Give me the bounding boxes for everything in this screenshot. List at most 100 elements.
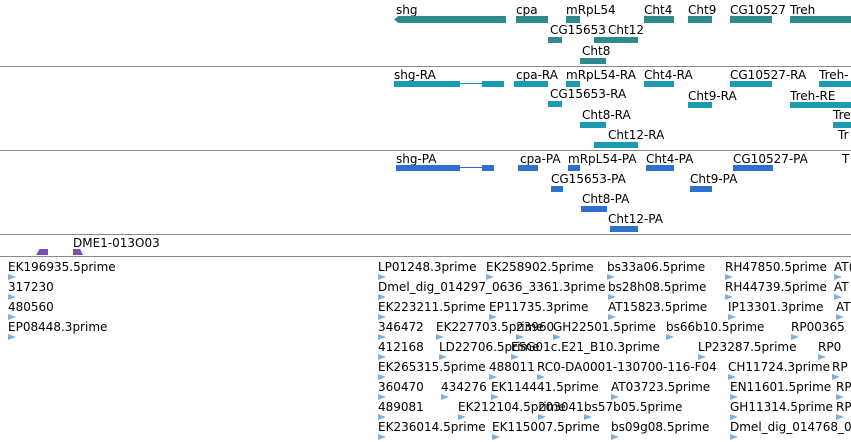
est-marker-icon[interactable] (489, 314, 497, 320)
est-label[interactable]: EK227703.5prime (436, 320, 544, 334)
est-label[interactable]: LP23287.5prime (698, 340, 797, 354)
est-marker-icon[interactable] (698, 354, 706, 360)
gene-label[interactable]: Cht12 (608, 23, 644, 37)
gene-feature[interactable] (566, 16, 580, 23)
transcript-label[interactable]: Tre (833, 108, 851, 122)
est-marker-icon[interactable] (378, 274, 386, 280)
gene-feature[interactable] (594, 37, 638, 43)
transcript-label[interactable]: shg-RA (394, 68, 436, 82)
est-label[interactable]: 412168 (378, 340, 424, 354)
est-marker-icon[interactable] (832, 374, 840, 380)
est-label[interactable]: ESG01c.E21_B10.3prime (511, 340, 660, 354)
gene-label[interactable]: cpa (516, 3, 538, 17)
est-marker-icon[interactable] (378, 414, 386, 420)
est-marker-icon[interactable] (836, 314, 844, 320)
transcript-feature[interactable] (730, 81, 772, 87)
est-marker-icon[interactable] (378, 294, 386, 300)
gene-label[interactable]: CG10527 (730, 3, 786, 17)
transcript-label[interactable]: Cht12-RA (608, 128, 665, 142)
gene-label[interactable]: Cht9 (688, 3, 717, 17)
transcript-feature[interactable] (482, 81, 504, 87)
probe-feature[interactable] (73, 249, 83, 255)
transcript-feature[interactable] (688, 102, 712, 108)
est-label[interactable]: EK258902.5prime (486, 260, 594, 274)
est-label[interactable]: EN11601.5prime (730, 380, 832, 394)
est-label[interactable]: bs57b05.5prime (584, 400, 683, 414)
protein-feature[interactable] (733, 165, 773, 171)
est-label[interactable]: RH47850.5prime (725, 260, 827, 274)
est-label[interactable]: 360470 (378, 380, 424, 394)
est-label[interactable]: RP (836, 380, 851, 394)
est-label[interactable]: EK115007.5prime (492, 420, 600, 434)
protein-label[interactable]: Cht9-PA (690, 172, 738, 186)
est-label[interactable]: EK196935.5prime (8, 260, 116, 274)
est-label[interactable]: Dmel_dig_014297_0636_3361.3prime (378, 280, 606, 294)
est-marker-icon[interactable] (728, 374, 736, 380)
est-label[interactable]: 480560 (8, 300, 54, 314)
est-marker-icon[interactable] (818, 354, 826, 360)
transcript-feature[interactable] (580, 122, 606, 128)
probe-label[interactable]: DME1-013O03 (73, 236, 160, 250)
transcript-feature[interactable] (790, 102, 851, 108)
est-label[interactable]: GH11314.5prime (730, 400, 833, 414)
est-label[interactable]: 203041 (538, 400, 584, 414)
protein-label[interactable]: CG10527-PA (733, 152, 808, 166)
transcript-feature[interactable] (514, 81, 548, 87)
est-marker-icon[interactable] (725, 274, 733, 280)
est-marker-icon[interactable] (608, 314, 616, 320)
gene-label[interactable]: shg (396, 3, 418, 17)
transcript-feature[interactable] (833, 122, 851, 128)
gene-feature[interactable] (516, 16, 548, 23)
transcript-feature[interactable] (644, 81, 674, 87)
protein-feature[interactable] (518, 165, 538, 171)
est-label[interactable]: Dmel_dig_014768_0 (730, 420, 851, 434)
est-label[interactable]: EK114441.5prime (491, 380, 599, 394)
est-marker-icon[interactable] (8, 294, 16, 300)
probe-feature[interactable] (36, 249, 48, 255)
transcript-label[interactable]: Cht9-RA (688, 89, 737, 103)
est-marker-icon[interactable] (730, 414, 738, 420)
est-marker-icon[interactable] (491, 394, 499, 400)
protein-feature[interactable] (646, 165, 674, 171)
transcript-label[interactable]: mRpL54-RA (566, 68, 636, 82)
est-label[interactable]: AT15823.5prime (608, 300, 708, 314)
est-marker-icon[interactable] (489, 374, 497, 380)
est-marker-icon[interactable] (378, 354, 386, 360)
est-marker-icon[interactable] (538, 414, 546, 420)
est-marker-icon[interactable] (611, 434, 619, 440)
transcript-label[interactable]: Cht4-RA (644, 68, 693, 82)
gene-feature[interactable] (644, 16, 674, 23)
est-marker-icon[interactable] (607, 274, 615, 280)
est-marker-icon[interactable] (441, 394, 449, 400)
est-label[interactable]: LD22706.5prime (439, 340, 540, 354)
transcript-label[interactable]: Treh-RE (790, 89, 836, 103)
est-marker-icon[interactable] (516, 334, 524, 340)
est-marker-icon[interactable] (537, 374, 545, 380)
est-label[interactable]: RP0 (818, 340, 842, 354)
est-label[interactable]: AT03723.5prime (611, 380, 711, 394)
est-label[interactable]: 434276 (441, 380, 487, 394)
protein-feature[interactable] (690, 186, 712, 192)
est-label[interactable]: 23960 (516, 320, 555, 334)
est-marker-icon[interactable] (836, 394, 844, 400)
protein-feature[interactable] (610, 226, 638, 232)
est-label[interactable]: AT (834, 280, 849, 294)
transcript-label[interactable]: Treh- (819, 68, 849, 82)
est-label[interactable]: bs33a06.5prime (607, 260, 706, 274)
protein-label[interactable]: Cht12-PA (608, 212, 663, 226)
est-marker-icon[interactable] (378, 394, 386, 400)
gene-feature[interactable] (688, 16, 712, 23)
protein-label[interactable]: CG15653-PA (551, 172, 626, 186)
est-label[interactable]: AT( (834, 260, 851, 274)
protein-label[interactable]: Cht4-PA (646, 152, 694, 166)
est-marker-icon[interactable] (553, 334, 561, 340)
est-label[interactable]: GH22501.5prime (553, 320, 656, 334)
gene-label[interactable]: CG15653 (550, 23, 606, 37)
est-marker-icon[interactable] (8, 314, 16, 320)
gene-label[interactable]: Treh (790, 3, 816, 17)
est-marker-icon[interactable] (486, 274, 494, 280)
est-label[interactable]: RH44739.5prime (725, 280, 827, 294)
transcript-feature[interactable] (594, 142, 638, 148)
est-marker-icon[interactable] (378, 374, 386, 380)
est-marker-icon[interactable] (666, 334, 674, 340)
